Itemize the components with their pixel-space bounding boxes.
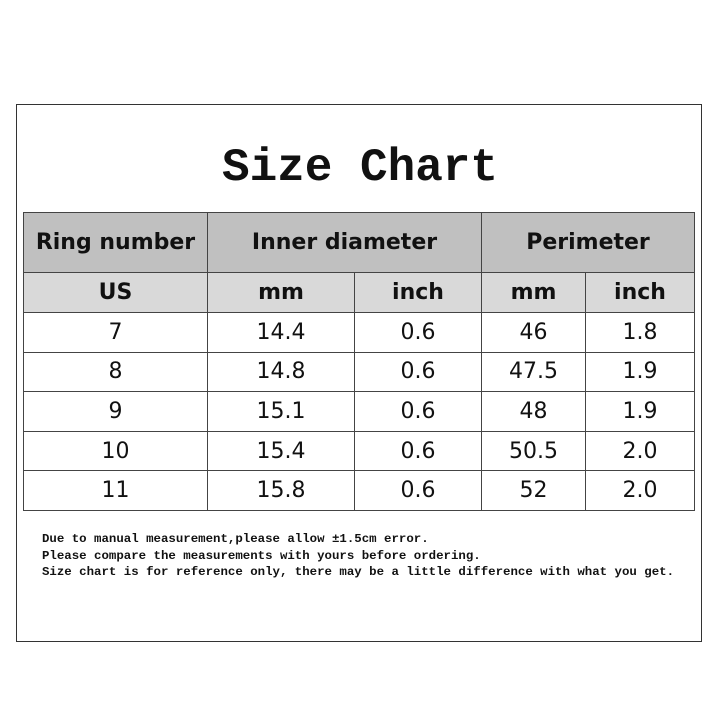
table-row: 9 15.1 0.6 48 1.9 [23,391,695,432]
table-row: 10 15.4 0.6 50.5 2.0 [23,430,695,472]
table-cell: 15.8 [207,470,355,511]
subheader-inner-mm: mm [207,272,355,313]
table-cell: 9 [23,391,208,432]
table-row: 7 14.4 0.6 46 1.8 [23,312,695,353]
table-cell: 0.6 [354,312,482,353]
size-table: Ring number Inner diameter Perimeter US … [23,212,695,511]
subheader-perimeter-inch: inch [585,272,695,313]
subheader-inner-inch: inch [354,272,482,313]
header-inner-diameter: Inner diameter [207,212,482,273]
table-row: 11 15.8 0.6 52 2.0 [23,470,695,511]
table-cell: 0.6 [354,470,482,511]
table-cell: 7 [23,312,208,353]
table-cell: 11 [23,470,208,511]
table-cell: 47.5 [481,351,586,393]
table-cell: 0.6 [354,430,482,472]
note-line: Size chart is for reference only, there … [42,565,675,579]
table-cell: 1.9 [585,351,695,393]
table-cell: 52 [481,470,586,511]
page-title: Size Chart [221,142,499,194]
table-cell: 10 [23,430,208,472]
table-cell: 8 [23,351,208,393]
header-row-units: US mm inch mm inch [23,272,695,313]
table-cell: 14.4 [207,312,355,353]
notes: Due to manual measurement,please allow ±… [42,531,674,581]
table-cell: 2.0 [585,470,695,511]
header-perimeter: Perimeter [481,212,695,273]
table-cell: 14.8 [207,351,355,393]
table-cell: 48 [481,391,586,432]
table-cell: 46 [481,312,586,353]
header-row-groups: Ring number Inner diameter Perimeter [23,212,695,273]
note-line: Due to manual measurement,please allow ±… [42,532,429,546]
table-cell: 1.8 [585,312,695,353]
table-row: 8 14.8 0.6 47.5 1.9 [23,351,695,393]
table-cell: 0.6 [354,351,482,393]
table-cell: 15.1 [207,391,355,432]
table-cell: 2.0 [585,430,695,472]
table-cell: 15.4 [207,430,355,472]
table-cell: 0.6 [354,391,482,432]
subheader-us: US [23,272,208,313]
chart-frame [16,104,702,642]
table-cell: 1.9 [585,391,695,432]
subheader-perimeter-mm: mm [481,272,586,313]
note-line: Please compare the measurements with you… [42,548,481,563]
table-cell: 50.5 [481,430,586,472]
header-ring-number: Ring number [23,212,208,273]
